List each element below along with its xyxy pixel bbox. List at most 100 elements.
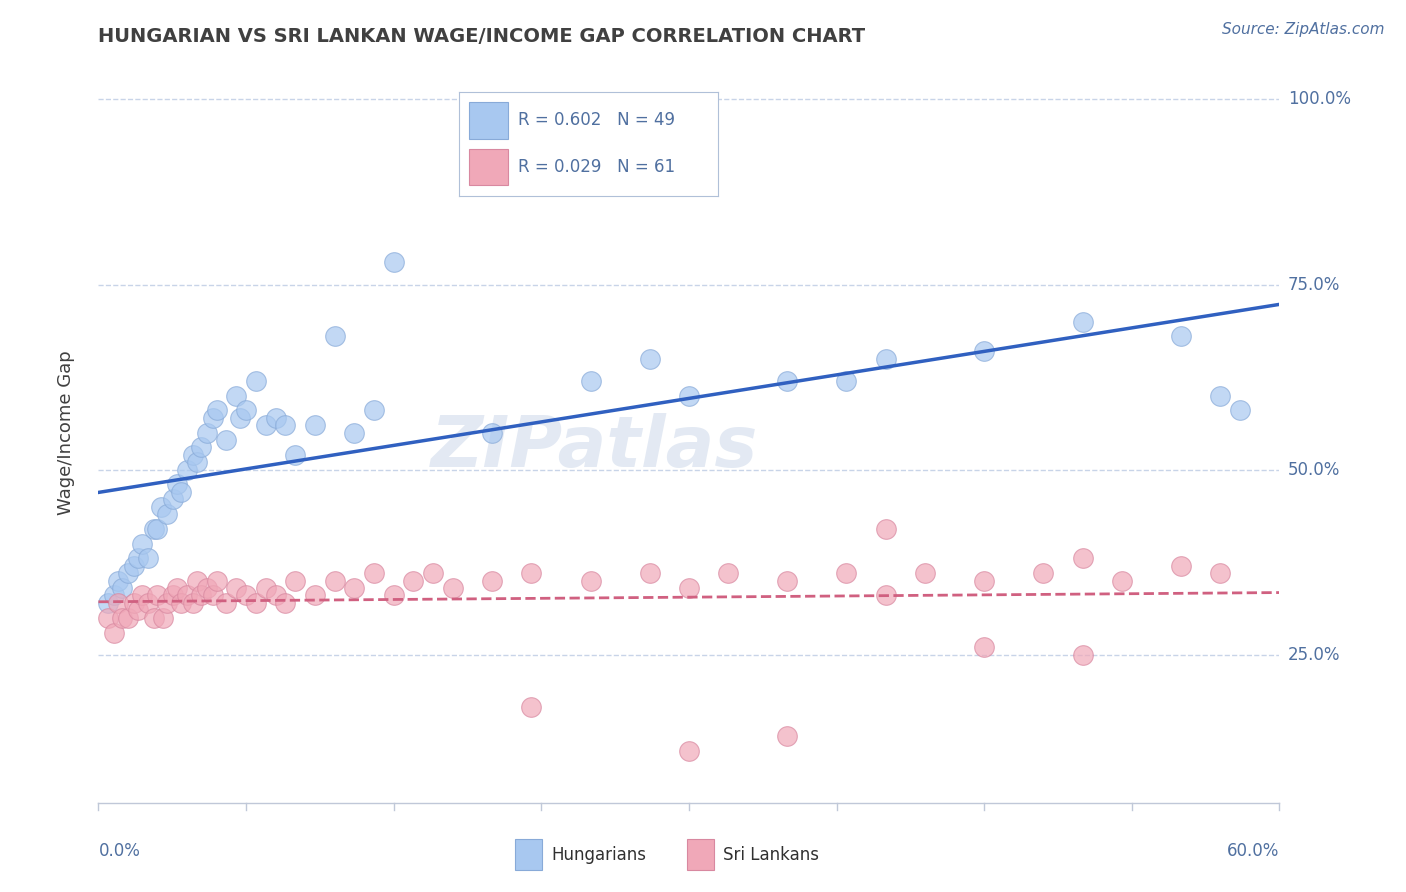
Point [264, 410, 287, 425]
Point [323, 574, 346, 588]
Point [254, 581, 277, 595]
Point [284, 574, 307, 588]
Point [481, 574, 503, 588]
Point [117, 610, 139, 624]
Point [973, 574, 995, 588]
Point [441, 581, 464, 595]
Point [156, 507, 179, 521]
Y-axis label: Wage/Income Gap: Wage/Income Gap [56, 351, 75, 515]
Point [579, 574, 602, 588]
Point [162, 492, 184, 507]
Point [127, 603, 149, 617]
Point [1071, 551, 1094, 566]
Point [402, 574, 425, 588]
Point [776, 374, 799, 388]
Point [875, 522, 897, 536]
Point [1071, 648, 1094, 662]
Point [103, 589, 125, 603]
Point [146, 589, 169, 603]
Point [136, 551, 159, 566]
Point [274, 596, 297, 610]
Point [638, 566, 661, 581]
Point [215, 433, 238, 447]
Text: ZIPatlas: ZIPatlas [430, 413, 758, 482]
Point [1111, 574, 1133, 588]
Point [136, 596, 159, 610]
Point [111, 581, 134, 595]
Point [1071, 314, 1094, 328]
Point [117, 566, 139, 581]
Text: 60.0%: 60.0% [1227, 842, 1279, 860]
Point [186, 574, 208, 588]
Point [1229, 403, 1251, 417]
Text: 25.0%: 25.0% [1288, 646, 1340, 664]
Point [363, 403, 385, 417]
Point [678, 389, 700, 403]
Point [1032, 566, 1054, 581]
Point [176, 589, 198, 603]
Point [323, 329, 346, 343]
Point [1209, 566, 1232, 581]
Point [181, 596, 204, 610]
Point [520, 566, 543, 581]
Point [304, 418, 326, 433]
Point [176, 462, 198, 476]
Point [1209, 389, 1232, 403]
Point [835, 374, 858, 388]
Point [127, 551, 149, 566]
Point [235, 589, 257, 603]
Point [142, 610, 165, 624]
Text: 0.0%: 0.0% [98, 842, 141, 860]
Point [245, 596, 267, 610]
Point [245, 374, 267, 388]
Point [225, 389, 247, 403]
Point [835, 566, 858, 581]
Point [973, 640, 995, 655]
Point [186, 455, 208, 469]
Point [107, 596, 129, 610]
Point [111, 610, 134, 624]
Point [107, 574, 129, 588]
Point [422, 566, 444, 581]
Point [254, 418, 277, 433]
Point [579, 374, 602, 388]
Point [382, 255, 405, 269]
Point [638, 351, 661, 366]
Point [363, 566, 385, 581]
Point [201, 410, 224, 425]
Point [875, 589, 897, 603]
Point [170, 596, 193, 610]
Point [97, 596, 120, 610]
Point [343, 581, 366, 595]
Text: HUNGARIAN VS SRI LANKAN WAGE/INCOME GAP CORRELATION CHART: HUNGARIAN VS SRI LANKAN WAGE/INCOME GAP … [98, 27, 866, 45]
Point [103, 625, 125, 640]
Text: Source: ZipAtlas.com: Source: ZipAtlas.com [1222, 22, 1385, 37]
Point [97, 610, 120, 624]
Point [520, 699, 543, 714]
Point [264, 589, 287, 603]
Point [195, 581, 218, 595]
Text: 100.0%: 100.0% [1288, 90, 1351, 109]
Point [122, 558, 145, 573]
Point [195, 425, 218, 440]
Point [146, 522, 169, 536]
Point [875, 351, 897, 366]
Point [181, 448, 204, 462]
Point [914, 566, 936, 581]
Text: 50.0%: 50.0% [1288, 460, 1340, 479]
Point [678, 581, 700, 595]
Point [131, 536, 153, 550]
Point [201, 589, 224, 603]
Point [215, 596, 238, 610]
Point [1170, 329, 1192, 343]
Point [190, 441, 212, 455]
Point [1170, 558, 1192, 573]
Point [166, 477, 188, 491]
Point [131, 589, 153, 603]
Point [170, 484, 193, 499]
Point [205, 574, 228, 588]
Text: 75.0%: 75.0% [1288, 276, 1340, 293]
Point [156, 596, 179, 610]
Point [152, 610, 174, 624]
Point [382, 589, 405, 603]
